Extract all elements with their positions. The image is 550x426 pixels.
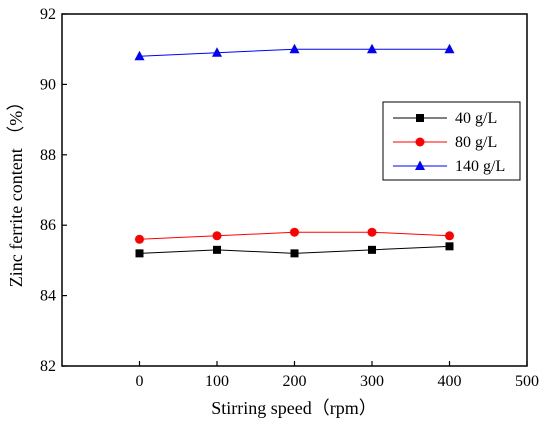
legend-label: 40 g/L — [455, 110, 497, 127]
data-point — [135, 234, 144, 244]
legend-label: 140 g/L — [455, 158, 505, 175]
y-tick-label: 86 — [40, 217, 56, 234]
x-tick-label: 400 — [438, 373, 462, 390]
series-layer — [134, 43, 455, 258]
data-point — [290, 249, 299, 258]
y-axis: 82 84 86 88 90 92 — [40, 6, 67, 375]
x-tick-label: 500 — [515, 373, 539, 390]
x-tick-label: 300 — [360, 373, 384, 390]
legend-marker — [415, 137, 425, 147]
y-tick-label: 88 — [40, 147, 56, 164]
legend-marker — [416, 114, 424, 122]
y-axis-label: Zinc ferrite content （%） — [6, 93, 26, 287]
data-point — [368, 245, 376, 254]
legend-label: 80 g/L — [455, 134, 497, 151]
x-tick-label: 100 — [205, 373, 229, 390]
y-tick-label: 82 — [40, 358, 56, 375]
data-point — [290, 227, 299, 237]
legend-marker — [415, 160, 425, 170]
data-point — [289, 43, 300, 54]
data-point — [367, 227, 377, 237]
legend: 40 g/L 80 g/L 140 g/L — [382, 101, 521, 181]
data-point — [212, 47, 222, 57]
data-point — [367, 43, 377, 54]
series-2 — [134, 43, 455, 61]
x-axis: 0 100 200 300 400 500 — [136, 361, 539, 390]
y-tick-label: 92 — [40, 6, 56, 23]
data-point — [213, 245, 221, 254]
data-point — [134, 50, 145, 61]
legend-box — [382, 101, 521, 181]
x-tick-label: 200 — [283, 373, 307, 390]
data-point — [135, 249, 144, 258]
y-tick-label: 84 — [40, 288, 56, 305]
y-tick-label: 90 — [40, 76, 56, 93]
series-1 — [135, 227, 454, 244]
plot-frame — [61, 13, 528, 367]
data-point — [445, 242, 454, 251]
x-axis-label: Stirring speed（rpm） — [211, 398, 376, 418]
series-0 — [135, 242, 454, 258]
data-point — [445, 231, 454, 241]
x-tick-label: 0 — [136, 373, 144, 390]
data-point — [444, 43, 455, 54]
data-point — [212, 231, 222, 241]
